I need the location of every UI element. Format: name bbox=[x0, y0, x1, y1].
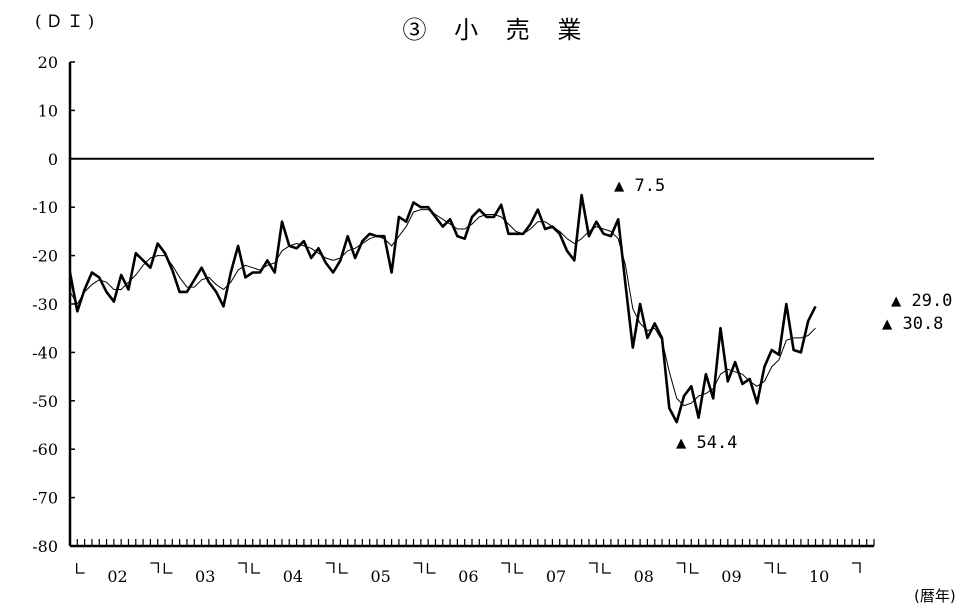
y-tick-label: 0 bbox=[48, 150, 58, 169]
y-tick-label: -20 bbox=[32, 247, 58, 266]
year-end-bracket bbox=[852, 562, 861, 573]
y-tick-label: -40 bbox=[32, 343, 58, 362]
x-tick-label: 10 bbox=[809, 567, 829, 586]
series-line-actual bbox=[68, 193, 817, 424]
x-tick-label: 03 bbox=[195, 567, 215, 586]
year-start-bracket bbox=[777, 563, 787, 574]
y-tick-label: -10 bbox=[32, 198, 58, 217]
x-tick-label: 06 bbox=[458, 567, 478, 586]
x-tick-label: 08 bbox=[634, 567, 654, 586]
year-end-bracket bbox=[588, 562, 598, 573]
year-start-bracket bbox=[689, 563, 699, 574]
year-end-bracket bbox=[325, 562, 335, 573]
annotation-peak-2007: ▲ 7.5 bbox=[614, 176, 665, 196]
year-end-bracket bbox=[238, 562, 247, 573]
year-start-bracket bbox=[76, 563, 85, 574]
y-tick-label: -50 bbox=[32, 392, 58, 411]
year-end-bracket bbox=[764, 562, 773, 573]
year-start-bracket bbox=[339, 563, 348, 574]
y-axis-unit-label: (ＤＩ) bbox=[35, 12, 98, 32]
year-start-bracket bbox=[514, 563, 524, 574]
x-tick-label: 09 bbox=[721, 567, 741, 586]
year-start-bracket bbox=[163, 563, 173, 574]
annotation-latest-average: ▲ 30.8 bbox=[882, 314, 943, 334]
year-start-bracket bbox=[602, 563, 611, 574]
series-line-average bbox=[69, 209, 816, 407]
y-tick-label: -70 bbox=[32, 489, 58, 508]
x-axis-ticks: 02 03 04 05 06 07 08 09 10 bbox=[69, 539, 875, 586]
y-tick-label: -60 bbox=[32, 440, 58, 459]
year-start-bracket bbox=[251, 563, 261, 574]
year-start-bracket bbox=[426, 563, 436, 574]
chart-title: ③ 小 売 業 bbox=[403, 16, 592, 44]
x-tick-label: 02 bbox=[107, 567, 127, 586]
annotation-latest-actual: ▲ 29.0 bbox=[891, 291, 952, 311]
series-layer bbox=[68, 193, 817, 424]
y-tick-label: -30 bbox=[32, 295, 58, 314]
x-tick-label: 05 bbox=[370, 567, 390, 586]
y-tick-label: -80 bbox=[32, 537, 58, 556]
x-tick-label: 07 bbox=[546, 567, 566, 586]
x-tick-label: 04 bbox=[283, 567, 303, 586]
axes bbox=[68, 62, 874, 548]
annotation-trough-2009: ▲ 54.4 bbox=[676, 433, 737, 453]
year-end-bracket bbox=[150, 562, 160, 573]
year-end-bracket bbox=[501, 562, 510, 573]
year-end-bracket bbox=[676, 562, 686, 573]
x-axis-unit-label: (暦年) bbox=[914, 587, 956, 605]
y-tick-label: 20 bbox=[38, 53, 58, 72]
y-tick-label: 10 bbox=[38, 101, 58, 120]
y-axis-ticks: 20 10 0 -10 -20 -30 -40 -50 -60 -70 -80 bbox=[32, 53, 75, 556]
year-end-bracket bbox=[413, 562, 423, 573]
